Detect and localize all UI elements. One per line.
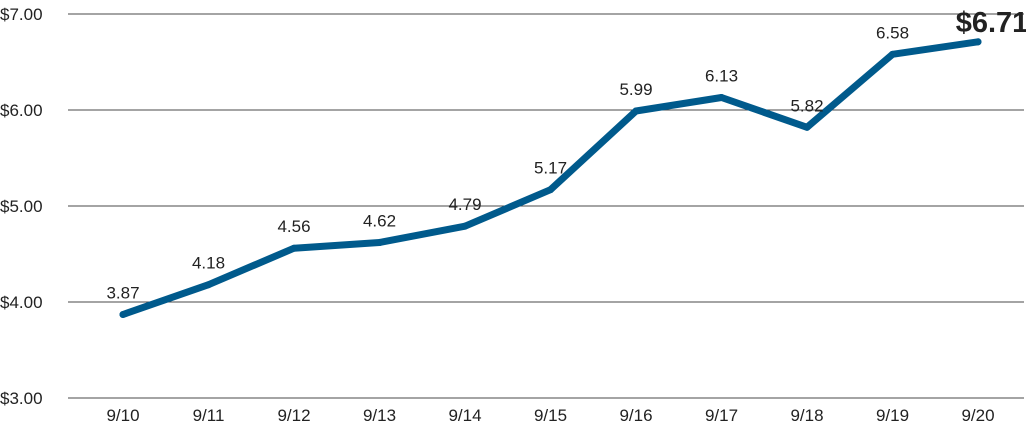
- data-label: 4.18: [192, 254, 225, 273]
- x-tick-label: 9/15: [534, 406, 567, 425]
- data-point: [290, 244, 298, 252]
- data-point: [461, 222, 469, 230]
- x-axis-tick-labels: 9/10 9/11 9/12 9/13 9/14 9/15 9/16 9/17 9/18 9/19…: [106, 406, 994, 425]
- y-axis-tick-labels: $3.00 $4.00 $5.00 $6.00 $7.00: [0, 5, 43, 408]
- x-tick-label: 9/13: [363, 406, 396, 425]
- x-tick-label: 9/14: [448, 406, 481, 425]
- x-tick-label: 9/16: [619, 406, 652, 425]
- data-label: 5.99: [619, 80, 652, 99]
- x-tick-label: 9/17: [705, 406, 738, 425]
- data-point: [974, 38, 982, 46]
- x-tick-label: 9/12: [277, 406, 310, 425]
- data-label: 5.82: [790, 96, 823, 115]
- y-tick-label: $3.00: [0, 389, 43, 408]
- data-label: 6.58: [876, 23, 909, 42]
- data-label: 5.17: [534, 159, 567, 178]
- data-point: [718, 94, 725, 102]
- data-point: [205, 281, 212, 289]
- data-label: 4.62: [363, 211, 396, 230]
- y-tick-label: $6.00: [0, 101, 43, 120]
- data-point: [547, 186, 554, 194]
- x-tick-label: 9/19: [876, 406, 909, 425]
- y-tick-label: $5.00: [0, 197, 43, 216]
- x-tick-label: 9/11: [193, 406, 225, 425]
- data-point: [889, 50, 896, 58]
- data-labels: 3.87 4.18 4.56 4.62 4.79 5.17 5.99 6.13 5.82 6.58…: [106, 7, 1026, 303]
- data-label: $6.71: [956, 7, 1026, 39]
- series-line: [119, 38, 982, 318]
- data-label: 6.13: [705, 67, 738, 86]
- x-tick-label: 9/20: [961, 406, 994, 425]
- y-tick-label: $7.00: [0, 5, 43, 24]
- data-label: 4.79: [448, 195, 481, 214]
- x-tick-label: 9/18: [790, 406, 823, 425]
- data-point: [803, 123, 811, 131]
- data-label: 3.87: [106, 283, 139, 302]
- data-point: [632, 107, 640, 115]
- data-point: [119, 310, 127, 318]
- data-label: 4.56: [277, 217, 310, 236]
- x-tick-label: 9/10: [106, 406, 139, 425]
- series-line-layer: [119, 38, 982, 318]
- gridlines: [68, 13, 1024, 399]
- y-tick-label: $4.00: [0, 293, 43, 312]
- data-point: [376, 238, 383, 246]
